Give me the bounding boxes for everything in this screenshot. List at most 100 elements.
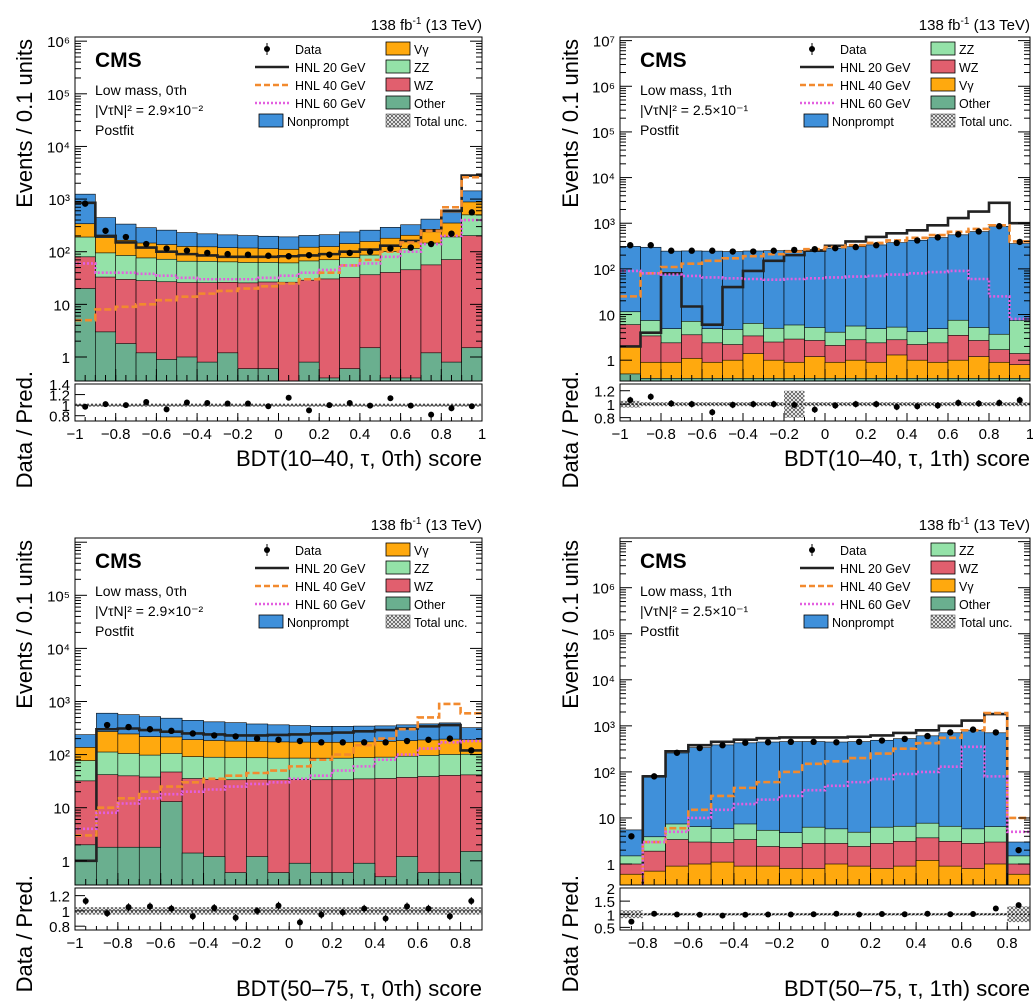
data-point [425,736,432,743]
x-tick-label: 0.8 [450,935,471,952]
legend-swatch-vgamma [385,41,411,56]
data-point [791,246,798,254]
legend-label-nonprompt: Nonprompt [287,115,349,129]
data-point [265,252,272,259]
bar-wz [417,776,440,885]
data-point [253,735,261,742]
ratio-point [254,907,261,914]
ratio-point [750,401,757,408]
ratio-point [893,403,900,410]
legend-label-vgamma: Vγ [959,79,974,93]
ratio-point [387,395,394,402]
plot-area [75,174,482,381]
data-point [628,833,635,840]
legend-entry-hnl20: HNL 20 GeV [255,562,366,576]
bar-wz [374,778,397,885]
y-tick-label: 10² [593,262,615,279]
fit-label: Postfit [640,122,679,138]
y-tick-label: 10⁶ [592,581,615,598]
data-point [810,738,817,746]
y-tick-label: 10⁴ [592,171,615,188]
ratio-point [367,402,374,409]
x-tick-label: 0.8 [997,935,1018,952]
legend-swatch-unc [930,614,956,629]
ratio-point [878,910,885,917]
x-tick-label: 0 [274,426,282,443]
bar-wz [237,282,259,381]
ratio-tick-label: 1 [62,398,70,415]
lumi-energy: (13 TeV) [421,517,482,534]
legend-label-data: Data [295,43,321,57]
ratio-unc-band [439,907,461,915]
bar-wz [257,281,279,381]
data-point [403,737,411,745]
ratio-point [947,911,954,918]
data-point [1016,238,1023,246]
ratio-point [673,911,680,918]
legend-swatch-other [930,596,956,611]
y-tick-label: 10³ [48,694,70,711]
ratio-point [468,403,475,410]
ratio-point [326,402,333,409]
ratio-point [211,904,218,911]
ratio-point [265,403,272,410]
x-tick-label: −0.8 [101,426,131,443]
legend-label-hnl60: HNL 60 GeV [840,97,911,111]
legend-label-wz: WZ [414,580,434,594]
ratio-point [791,401,798,408]
legend-entry-wz: WZ [930,59,979,75]
legend-label-nonprompt: Nonprompt [832,115,894,129]
data-point [855,738,863,746]
legend-entry-hnl40: HNL 40 GeV [255,580,366,594]
data-point [627,242,634,249]
bar-wz [318,278,340,381]
y-tick-label: 10 [598,811,615,828]
ratio-point [232,914,239,921]
line-hnl40 [75,702,482,837]
coupling-label: |VτN|² = 2.5×10⁻¹ [640,603,748,619]
lumi-energy: (13 TeV) [421,17,482,34]
category-label: Low mass, 1τh [640,583,732,599]
ratio-unc-band [1007,906,1030,923]
data-point [719,742,726,749]
ratio-point [404,903,411,910]
ratio-tick-label: 0.8 [49,409,70,426]
data-point [832,244,839,252]
legend-label-zz: ZZ [959,43,975,57]
legend: Data HNL 20 GeV HNL 40 GeV HNL 60 GeV Nonpro… [800,542,1013,630]
data-point [668,247,675,254]
data-point [285,253,292,260]
bar-other [75,844,97,885]
ratio-point [361,905,368,912]
ratio-point [275,902,282,909]
legend-label-zz: ZZ [414,562,430,576]
data-point [673,749,681,756]
data-point [224,250,231,258]
ratio-point [146,903,153,910]
line-hnl40 [75,175,482,322]
x-tick-label: −0.4 [182,426,212,443]
data-point [448,230,455,237]
legend-swatch-vgamma [930,578,956,593]
ratio-area [620,390,1030,418]
ratio-point [168,905,175,912]
data-point [647,242,654,249]
ratio-point [285,394,292,401]
x-tick-label: −0.6 [687,426,717,443]
x-tick-label: −0.2 [223,426,253,443]
coupling-label: |VτN|² = 2.5×10⁻¹ [640,102,748,118]
legend-label-unc: Total unc. [414,616,468,630]
legend-label-vgamma: Vγ [959,580,974,594]
legend-label-zz: ZZ [959,544,975,558]
ratio-point [296,919,303,926]
x-tick-label: 0.6 [938,426,959,443]
legend-swatch-vgamma [385,542,411,557]
cms-label: CMS [640,550,687,573]
legend-entry-vgamma: Vγ [930,77,974,93]
legend-label-hnl20: HNL 20 GeV [295,61,366,75]
ratio-unc-band [804,402,825,407]
ratio-point [1015,902,1022,909]
legend-label-unc: Total unc. [959,616,1013,630]
